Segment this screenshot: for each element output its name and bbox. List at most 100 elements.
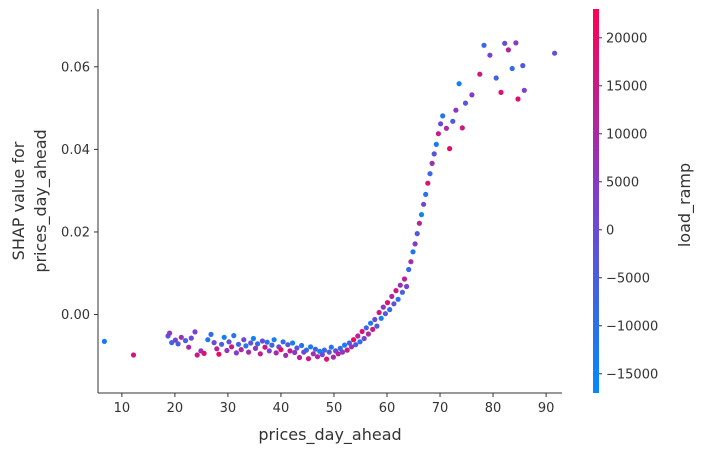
scatter-point-117 (435, 131, 441, 137)
scatter-point-48 (285, 342, 291, 348)
scatter-point-39 (264, 339, 270, 345)
scatter-point-67 (328, 344, 334, 350)
colorbar-label: load_ramp (675, 163, 695, 247)
scatter-point-115 (431, 151, 437, 157)
scatter-point-130 (487, 52, 493, 58)
scatter-point-34 (252, 345, 259, 351)
colorbar-tick-label-6: −10000 (606, 319, 658, 334)
scatter-point-121 (447, 146, 453, 152)
scatter-point-63 (319, 352, 325, 358)
scatter-point-84 (365, 331, 371, 337)
scatter-point-26 (233, 350, 239, 356)
scatter-point-136 (513, 40, 519, 46)
scatter-point-14 (201, 350, 207, 356)
scatter-point-79 (355, 333, 361, 339)
scatter-point-139 (521, 87, 527, 93)
scatter-point-31 (246, 349, 252, 355)
scatter-point-70 (335, 351, 341, 357)
colorbar (593, 9, 599, 393)
scatter-point-37 (259, 338, 265, 344)
y-tick-label-0.00: 0.00 (61, 308, 90, 323)
scatter-point-53 (296, 354, 303, 361)
scatter-point-99 (397, 282, 403, 288)
scatter-point-38 (262, 344, 268, 350)
scatter-point-129 (481, 42, 487, 48)
x-tick-label-90: 90 (538, 401, 555, 416)
scatter-point-87 (372, 316, 378, 323)
y-tick-label-0.04: 0.04 (61, 143, 90, 158)
scatter-point-137 (515, 96, 521, 102)
scatter-point-124 (456, 81, 462, 87)
x-tick-label-50: 50 (326, 401, 343, 416)
scatter-point-90 (378, 315, 384, 321)
scatter-point-100 (399, 289, 405, 295)
scatter-point-73 (342, 342, 348, 348)
scatter-point-101 (401, 276, 408, 282)
scatter-point-59 (310, 351, 316, 357)
scatter-point-9 (186, 344, 192, 350)
x-tick-label-40: 40 (273, 401, 290, 416)
scatter-point-135 (509, 65, 515, 72)
scatter-point-113 (427, 171, 433, 177)
colorbar-tick-label-1: 15000 (606, 79, 647, 94)
scatter-point-140 (552, 50, 558, 56)
scatter-point-93 (384, 300, 391, 306)
scatter-point-12 (194, 352, 200, 358)
scatter-point-86 (370, 326, 376, 332)
scatter-point-138 (520, 63, 526, 69)
y-tick-label-0.02: 0.02 (61, 225, 90, 240)
scatter-point-54 (299, 342, 305, 349)
scatter-point-18 (214, 346, 220, 352)
scatter-point-107 (414, 231, 420, 237)
colorbar-tick-label-7: −15000 (606, 367, 658, 382)
scatter-point-20 (219, 341, 225, 347)
scatter-point-57 (305, 356, 312, 362)
x-ticks: 10 20 30 40 50 60 70 80 90 (114, 393, 555, 416)
y-ticks: 0.00 0.02 0.04 0.06 (61, 60, 98, 323)
scatter-point-46 (280, 339, 286, 345)
scatter-point-94 (387, 307, 393, 313)
scatter-point-65 (324, 356, 330, 362)
x-tick-label-80: 80 (485, 401, 502, 416)
scatter-point-8 (182, 338, 189, 344)
scatter-point-112 (425, 180, 431, 186)
scatter-point-6 (175, 341, 181, 347)
colorbar-ticks: 20000 15000 10000 5000 0 −5000 −10000 −15000 (599, 31, 658, 382)
scatter-point-95 (389, 293, 395, 299)
scatter-point-3 (167, 330, 173, 336)
scatter-point-104 (408, 259, 414, 265)
colorbar-tick-label-0: 20000 (606, 31, 647, 46)
scatter-point-68 (330, 354, 336, 360)
scatter-point-66 (326, 349, 332, 355)
y-axis-label-line-2: prices_day_ahead (31, 129, 51, 272)
scatter-point-16 (208, 331, 214, 337)
x-tick-label-10: 10 (114, 401, 131, 416)
scatter-point-110 (421, 201, 427, 207)
scatter-point-25 (231, 333, 237, 339)
scatter-point-0 (101, 338, 107, 344)
scatter-point-30 (243, 343, 249, 349)
colorbar-tick-label-5: −5000 (606, 271, 650, 286)
scatter-point-49 (287, 348, 293, 354)
colorbar-tick-label-3: 5000 (606, 175, 639, 190)
y-axis-label-line-1: SHAP value for (9, 141, 28, 260)
scatter-point-106 (412, 241, 418, 247)
scatter-point-40 (266, 348, 272, 354)
scatter-point-77 (351, 337, 357, 343)
scatter-point-83 (363, 325, 369, 331)
x-tick-label-60: 60 (379, 401, 396, 416)
scatter-point-50 (290, 340, 296, 346)
scatter-point-108 (416, 220, 422, 226)
scatter-point-72 (339, 349, 346, 355)
scatter-point-58 (308, 344, 314, 350)
scatter-point-21 (221, 334, 227, 340)
scatter-point-22 (224, 347, 230, 354)
colorbar-tick-label-4: 0 (606, 223, 614, 238)
scatter-point-60 (312, 346, 318, 352)
scatter-point-85 (368, 320, 374, 326)
scatter-point-23 (226, 339, 232, 345)
scatter-point-75 (346, 340, 352, 346)
scatter-point-103 (406, 266, 412, 273)
scatter-point-7 (178, 334, 184, 340)
